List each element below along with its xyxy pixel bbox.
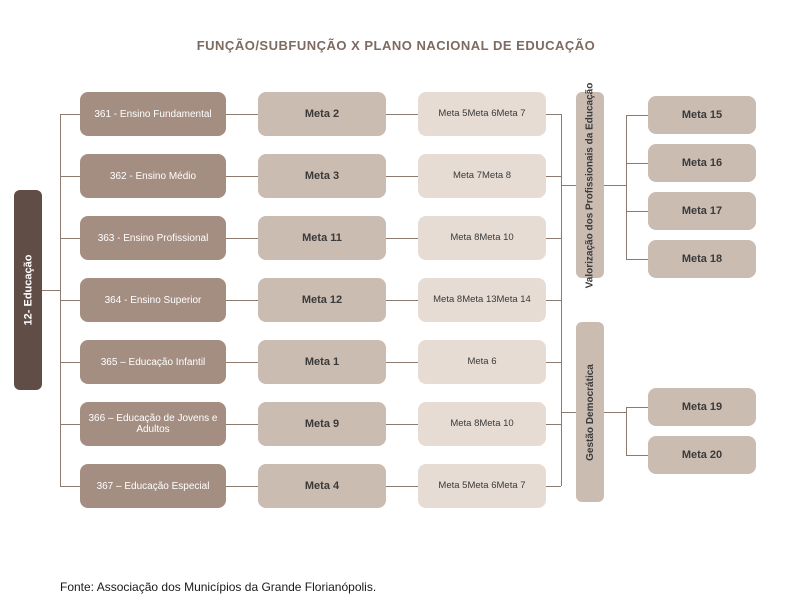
connector xyxy=(626,211,648,212)
connector xyxy=(604,412,626,413)
connector xyxy=(226,424,258,425)
connector xyxy=(546,114,561,115)
connector xyxy=(226,114,258,115)
connector xyxy=(546,238,561,239)
subfunction-box: 365 – Educação Infantil xyxy=(80,340,226,384)
meta-secondary-box: Meta 6 xyxy=(418,340,546,384)
meta-right-box: Meta 15 xyxy=(648,96,756,134)
meta-secondary-box: Meta 5Meta 6Meta 7 xyxy=(418,92,546,136)
connector xyxy=(546,176,561,177)
connector xyxy=(226,238,258,239)
meta-secondary-box: Meta 5Meta 6Meta 7 xyxy=(418,464,546,508)
meta-right-box: Meta 16 xyxy=(648,144,756,182)
meta-right-box: Meta 17 xyxy=(648,192,756,230)
connector xyxy=(226,362,258,363)
subfunction-box: 363 - Ensino Profissional xyxy=(80,216,226,260)
meta-primary-box: Meta 11 xyxy=(258,216,386,260)
connector xyxy=(546,300,561,301)
connector xyxy=(626,455,648,456)
connector xyxy=(60,300,80,301)
meta-primary-box: Meta 1 xyxy=(258,340,386,384)
connector xyxy=(561,114,562,486)
connector xyxy=(626,163,648,164)
connector xyxy=(561,412,576,413)
meta-secondary-box: Meta 8Meta 13Meta 14 xyxy=(418,278,546,322)
source-text: Fonte: Associação dos Municípios da Gran… xyxy=(60,580,376,594)
connector xyxy=(626,115,627,259)
connector xyxy=(386,300,418,301)
connector xyxy=(60,238,80,239)
connector xyxy=(386,486,418,487)
connector xyxy=(42,290,60,291)
meta-primary-box: Meta 2 xyxy=(258,92,386,136)
connector xyxy=(386,114,418,115)
root-node: 12- Educação xyxy=(14,190,42,390)
connector xyxy=(386,176,418,177)
vertical-group-label: Valorização dos Profissionais da Educaçã… xyxy=(585,82,596,288)
connector xyxy=(546,424,561,425)
meta-right-box: Meta 19 xyxy=(648,388,756,426)
connector xyxy=(60,176,80,177)
connector xyxy=(226,486,258,487)
subfunction-box: 361 - Ensino Fundamental xyxy=(80,92,226,136)
connector xyxy=(626,407,627,455)
connector xyxy=(386,424,418,425)
connector xyxy=(626,115,648,116)
root-label: 12- Educação xyxy=(22,255,34,326)
page-title: FUNÇÃO/SUBFUNÇÃO X PLANO NACIONAL DE EDU… xyxy=(0,38,792,53)
meta-primary-box: Meta 12 xyxy=(258,278,386,322)
vertical-group-box: Valorização dos Profissionais da Educaçã… xyxy=(576,92,604,278)
meta-secondary-box: Meta 8Meta 10 xyxy=(418,402,546,446)
connector xyxy=(60,114,80,115)
meta-right-box: Meta 18 xyxy=(648,240,756,278)
subfunction-box: 367 – Educação Especial xyxy=(80,464,226,508)
vertical-group-label: Gestão Democrática xyxy=(585,364,596,461)
connector xyxy=(546,486,561,487)
meta-primary-box: Meta 4 xyxy=(258,464,386,508)
vertical-group-box: Gestão Democrática xyxy=(576,322,604,502)
meta-secondary-box: Meta 8Meta 10 xyxy=(418,216,546,260)
connector xyxy=(561,185,576,186)
meta-right-box: Meta 20 xyxy=(648,436,756,474)
connector xyxy=(60,486,80,487)
connector xyxy=(226,176,258,177)
subfunction-box: 366 – Educação de Jovens e Adultos xyxy=(80,402,226,446)
subfunction-box: 364 - Ensino Superior xyxy=(80,278,226,322)
meta-primary-box: Meta 9 xyxy=(258,402,386,446)
meta-primary-box: Meta 3 xyxy=(258,154,386,198)
connector xyxy=(546,362,561,363)
connector xyxy=(386,362,418,363)
connector xyxy=(226,300,258,301)
subfunction-box: 362 - Ensino Médio xyxy=(80,154,226,198)
connector xyxy=(626,407,648,408)
connector xyxy=(626,259,648,260)
connector xyxy=(604,185,626,186)
meta-secondary-box: Meta 7Meta 8 xyxy=(418,154,546,198)
connector xyxy=(60,362,80,363)
connector xyxy=(386,238,418,239)
connector xyxy=(60,424,80,425)
